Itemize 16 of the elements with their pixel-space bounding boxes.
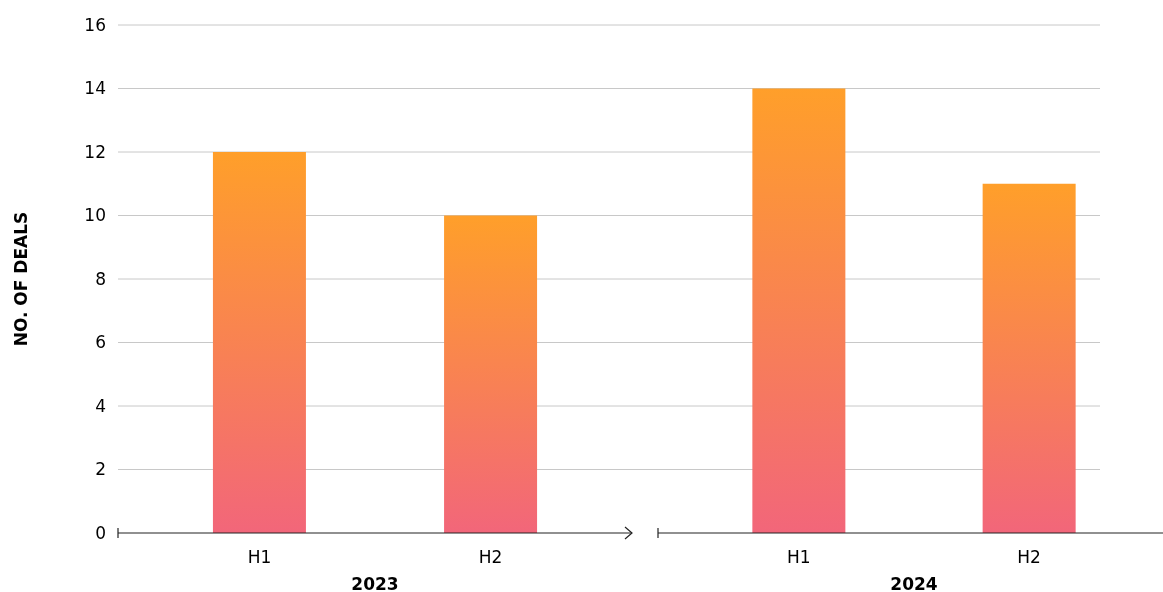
x-tick-label: H2 xyxy=(478,547,503,567)
y-tick-label: 14 xyxy=(84,78,106,99)
y-tick-label: 16 xyxy=(84,14,106,35)
y-tick-label: 12 xyxy=(84,141,106,162)
x-tick-label: H1 xyxy=(787,547,811,567)
y-tick-label: 8 xyxy=(95,268,106,289)
y-tick-label: 0 xyxy=(95,522,106,543)
x-axis-title: 2023 xyxy=(351,574,399,592)
y-tick-label: 6 xyxy=(95,332,106,353)
y-tick-label: 4 xyxy=(95,395,106,416)
x-tick-label: H2 xyxy=(1017,547,1041,567)
x-tick-label: H1 xyxy=(247,547,272,567)
y-tick-label: 10 xyxy=(84,205,106,226)
y-tick-label: 2 xyxy=(95,459,106,480)
x-axis-title: 2024 xyxy=(890,574,938,592)
y-axis-title: NO. OF DEALS xyxy=(11,211,31,347)
